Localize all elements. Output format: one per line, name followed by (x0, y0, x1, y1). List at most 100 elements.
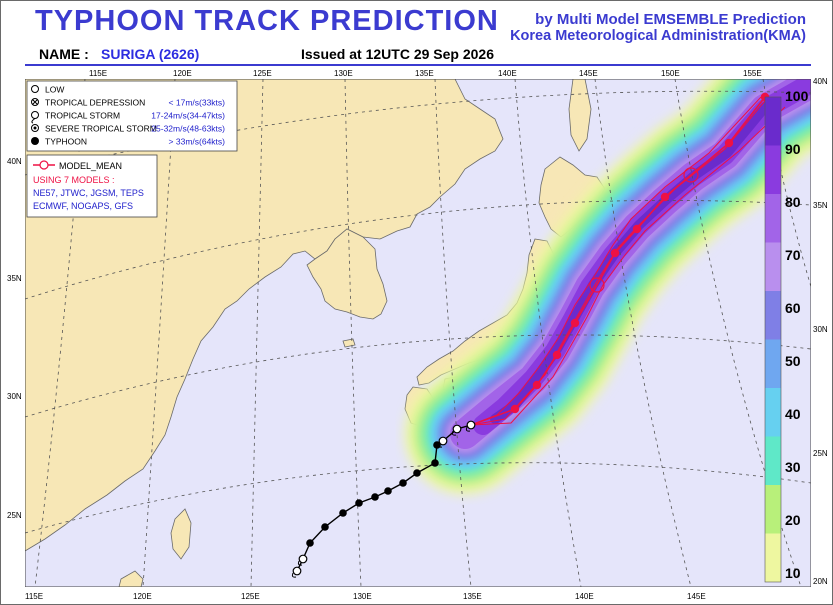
colorbar-label: 10 (785, 565, 801, 581)
left-lat-label: 30N (7, 392, 22, 401)
colorbar-segment (765, 291, 781, 340)
legend-range: < 17m/s(33kts) (169, 98, 226, 108)
legend-label: SEVERE TROPICAL STORM (45, 124, 157, 134)
observed-track-point (451, 424, 462, 436)
observed-track-point (431, 459, 439, 467)
colorbar-segment (765, 388, 781, 437)
colorbar-label: 20 (785, 512, 801, 528)
map-svg: 100 90 80 70 60 50 40 30 20 10 LOW TROPICAL DEPRES… (24, 78, 812, 588)
right-lat-label: 40N (813, 77, 828, 86)
observed-track-point (413, 469, 421, 477)
model-mean-icon (39, 160, 49, 170)
colorbar-segment (765, 436, 781, 485)
model-mean-point (570, 318, 580, 328)
top-lon-label: 120E (173, 69, 192, 78)
typhoon-name-label: NAME : (39, 46, 89, 62)
agency-name: Korea Meteorological Administration(KMA) (510, 28, 806, 44)
colorbar-segment (765, 145, 781, 194)
model-mean-point (510, 404, 520, 414)
observed-track-point (371, 493, 379, 501)
colorbar-segment (765, 533, 781, 582)
observed-track-point (291, 566, 302, 578)
colorbar-segment (765, 339, 781, 388)
sakhalin (568, 79, 592, 152)
legend-label: TROPICAL DEPRESSION (45, 98, 145, 108)
taiwan (170, 508, 192, 560)
top-lon-label: 145E (579, 69, 598, 78)
by-line: by Multi Model EMSEMBLE Prediction (535, 11, 806, 28)
typhoon-icon (31, 137, 39, 145)
model-mean-point (683, 167, 699, 183)
observed-track-point (384, 487, 392, 495)
colorbar-label: 50 (785, 353, 801, 369)
probability-colorbar: 100 90 80 70 60 50 40 30 20 10 (764, 88, 809, 583)
colorbar-label: 40 (785, 406, 801, 422)
legend-label: LOW (45, 85, 64, 95)
colorbar-label: 30 (785, 459, 801, 475)
typhoon-name-value: SURIGA (2626) (101, 46, 200, 62)
page-title: TYPHOON TRACK PREDICTION (35, 5, 499, 37)
tropical-storm-icon (31, 111, 39, 124)
header-divider (25, 64, 811, 66)
bottom-lon-label: 145E (687, 592, 706, 601)
model-mean-label: MODEL_MEAN (59, 161, 122, 171)
bottom-lon-label: 140E (575, 592, 594, 601)
observed-track-points (291, 420, 476, 578)
colorbar-label: 80 (785, 194, 801, 210)
observed-track-point (297, 554, 308, 566)
bottom-lon-label: 135E (463, 592, 482, 601)
top-lon-label: 140E (498, 69, 517, 78)
korean-peninsula (306, 228, 388, 320)
legend-range: 25-32m/s(48-63kts) (151, 124, 225, 134)
model-track-3 (470, 106, 786, 426)
model-mean-point (632, 224, 642, 234)
observed-track-point (321, 523, 329, 531)
colorbar-segment (765, 242, 781, 291)
colorbar-label: 100 (785, 88, 809, 104)
legend-label: TYPHOON (45, 137, 87, 147)
issued-time: Issued at 12UTC 29 Sep 2026 (301, 46, 494, 62)
top-lon-label: 130E (334, 69, 353, 78)
model-mean-point (660, 192, 670, 202)
colorbar-segment (765, 194, 781, 243)
severe-tropical-storm-icon (31, 124, 39, 132)
model-mean-point (552, 350, 562, 360)
model-mean-line (470, 96, 766, 426)
colorbar-frame (764, 96, 782, 583)
right-lat-label: 30N (813, 325, 828, 334)
top-lon-label: 155E (743, 69, 762, 78)
model-mean-track (470, 96, 766, 426)
observed-track-point (399, 479, 407, 487)
colorbar-label: 60 (785, 300, 801, 316)
legend-range: 17-24m/s(34-47kts) (151, 111, 225, 121)
colorbar-segment (765, 97, 781, 146)
observed-track-point (355, 499, 363, 507)
tropical-depression-icon (31, 98, 39, 106)
using-models-label: USING 7 MODELS : (33, 175, 115, 185)
model-mean-point (589, 277, 605, 293)
right-lat-label: 20N (813, 577, 828, 586)
bottom-lon-label: 125E (241, 592, 260, 601)
colorbar-label: 90 (785, 141, 801, 157)
observed-track-point (306, 539, 314, 547)
colorbar-label: 70 (785, 247, 801, 263)
top-lon-label: 125E (253, 69, 272, 78)
models-line-2: ECMWF, NOGAPS, GFS (33, 201, 133, 211)
top-lon-label: 135E (415, 69, 434, 78)
map-area: 100 90 80 70 60 50 40 30 20 10 LOW TROPICAL DEPRES… (24, 78, 812, 588)
model-track-2 (470, 96, 762, 426)
low-icon (31, 85, 39, 93)
left-lat-label: 40N (7, 157, 22, 166)
right-lat-label: 35N (813, 201, 828, 210)
observed-track-point (339, 509, 347, 517)
colorbar-segment (765, 485, 781, 534)
legend-range: > 33m/s(64kts) (169, 137, 226, 147)
right-lat-label: 25N (813, 449, 828, 458)
model-mean-point (724, 138, 734, 148)
legend-box: LOW TROPICAL DEPRESSION < 17m/s(33kts) TROP… (26, 80, 238, 218)
bottom-lon-label: 130E (353, 592, 372, 601)
model-mean-point (532, 380, 542, 390)
bottom-lon-label: 115E (25, 592, 44, 601)
luzon (118, 570, 144, 587)
